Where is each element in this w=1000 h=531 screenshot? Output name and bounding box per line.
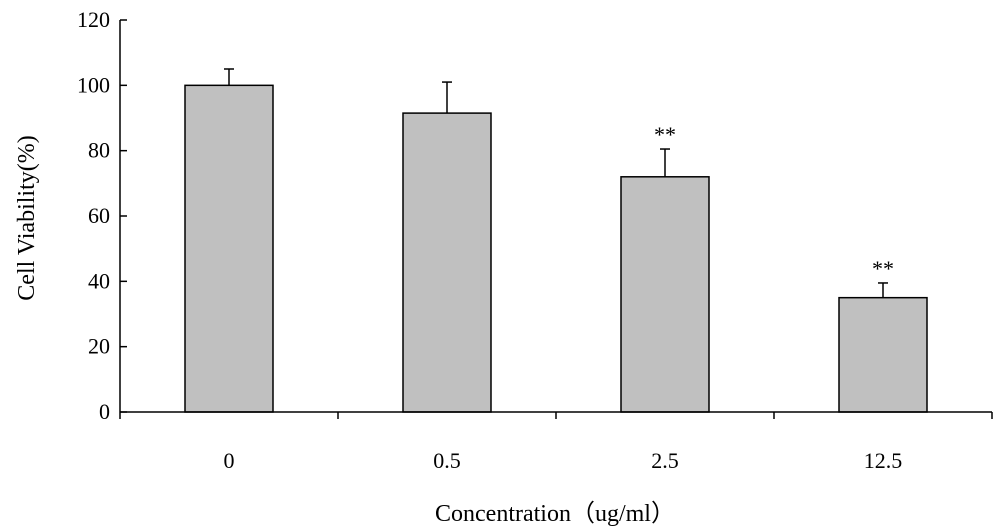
y-tick-label-4: 80	[88, 138, 110, 163]
bar-0	[184, 84, 274, 413]
y-tick-label-6: 120	[77, 7, 110, 32]
y-tick-label-3: 60	[88, 203, 110, 228]
y-axis: 0 20 40 60 80 100 120	[77, 7, 127, 424]
x-tick-label-0: 0	[224, 448, 235, 473]
significance-label-3: **	[872, 256, 894, 281]
x-axis: 0 0.5 2.5 12.5	[119, 411, 993, 473]
x-tick-label-1: 0.5	[433, 448, 461, 473]
x-tick-label-2: 2.5	[651, 448, 679, 473]
plot-area: ** **	[184, 68, 928, 413]
bar-3	[838, 296, 928, 413]
y-tick-label-0: 0	[99, 399, 110, 424]
y-tick-label-2: 40	[88, 268, 110, 293]
x-axis-title: Concentration（ug/ml）	[435, 501, 675, 527]
significance-label-2: **	[654, 122, 676, 147]
y-tick-label-1: 20	[88, 334, 110, 359]
y-tick-label-5: 100	[77, 72, 110, 97]
bar-2	[620, 176, 710, 413]
x-tick-label-3: 12.5	[864, 448, 903, 473]
y-axis-title: Cell Viability(%)	[14, 135, 40, 300]
bar-1	[402, 112, 492, 413]
